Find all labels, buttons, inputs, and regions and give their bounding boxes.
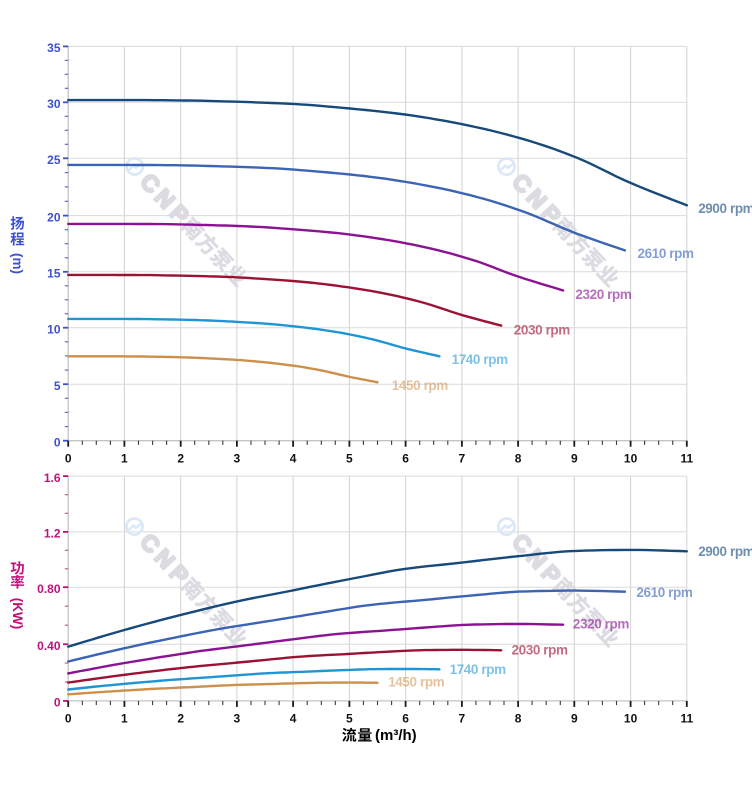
svg-text:0: 0 bbox=[65, 711, 72, 725]
svg-text:1: 1 bbox=[121, 451, 128, 465]
svg-text:25: 25 bbox=[47, 153, 61, 167]
svg-text:2610 rpm: 2610 rpm bbox=[636, 585, 692, 600]
svg-text:2: 2 bbox=[177, 711, 184, 725]
svg-text:30: 30 bbox=[47, 97, 61, 111]
svg-text:0.40: 0.40 bbox=[37, 639, 61, 653]
svg-text:8: 8 bbox=[515, 711, 522, 725]
svg-text:(KW): (KW) bbox=[10, 598, 25, 629]
svg-text:0: 0 bbox=[54, 696, 61, 710]
svg-text:10: 10 bbox=[47, 322, 61, 336]
svg-text:15: 15 bbox=[47, 267, 61, 281]
svg-text:5: 5 bbox=[346, 711, 353, 725]
svg-text:35: 35 bbox=[47, 41, 61, 55]
svg-text:2320 rpm: 2320 rpm bbox=[573, 616, 629, 631]
svg-text:3: 3 bbox=[234, 711, 241, 725]
svg-text:7: 7 bbox=[459, 451, 466, 465]
svg-text:1450 rpm: 1450 rpm bbox=[392, 378, 448, 393]
svg-text:(m³/h): (m³/h) bbox=[375, 727, 417, 744]
svg-text:1.6: 1.6 bbox=[44, 471, 61, 485]
svg-text:1740 rpm: 1740 rpm bbox=[450, 662, 506, 677]
svg-text:2610 rpm: 2610 rpm bbox=[638, 246, 694, 261]
svg-text:10: 10 bbox=[624, 711, 638, 725]
svg-text:9: 9 bbox=[571, 711, 578, 725]
svg-text:4: 4 bbox=[290, 711, 297, 725]
svg-text:2030 rpm: 2030 rpm bbox=[514, 323, 570, 338]
svg-text:10: 10 bbox=[624, 451, 638, 465]
svg-text:2900 rpm: 2900 rpm bbox=[698, 544, 752, 559]
svg-text:8: 8 bbox=[515, 451, 522, 465]
svg-text:2: 2 bbox=[177, 451, 184, 465]
svg-text:1450 rpm: 1450 rpm bbox=[388, 675, 444, 690]
svg-text:2320 rpm: 2320 rpm bbox=[575, 287, 631, 302]
svg-text:11: 11 bbox=[680, 451, 693, 465]
svg-text:9: 9 bbox=[571, 451, 578, 465]
svg-text:3: 3 bbox=[234, 451, 241, 465]
svg-text:4: 4 bbox=[290, 451, 297, 465]
svg-text:20: 20 bbox=[47, 210, 61, 224]
svg-text:5: 5 bbox=[346, 451, 353, 465]
svg-text:6: 6 bbox=[402, 711, 409, 725]
svg-text:0: 0 bbox=[65, 451, 72, 465]
svg-text:11: 11 bbox=[680, 711, 693, 725]
svg-text:1.2: 1.2 bbox=[44, 527, 61, 541]
svg-text:0.80: 0.80 bbox=[37, 582, 61, 596]
svg-text:1: 1 bbox=[121, 711, 128, 725]
svg-text:(m): (m) bbox=[10, 253, 25, 274]
svg-text:6: 6 bbox=[402, 451, 409, 465]
svg-text:2900 rpm: 2900 rpm bbox=[698, 201, 752, 216]
svg-text:0: 0 bbox=[54, 435, 61, 449]
svg-text:5: 5 bbox=[54, 379, 61, 393]
svg-text:2030 rpm: 2030 rpm bbox=[512, 642, 568, 657]
svg-text:7: 7 bbox=[459, 711, 466, 725]
svg-text:1740 rpm: 1740 rpm bbox=[452, 352, 508, 367]
